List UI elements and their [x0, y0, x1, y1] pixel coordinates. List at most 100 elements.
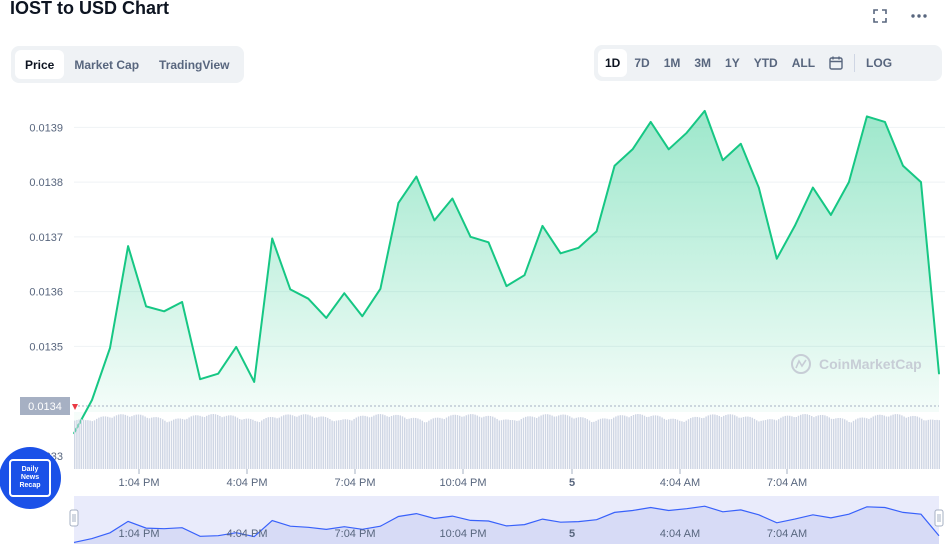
volume-bar [654, 415, 657, 469]
volume-bar [553, 416, 555, 469]
volume-bar [181, 418, 184, 469]
volume-bar [505, 419, 507, 469]
volume-bar [87, 420, 89, 469]
volume-bar [874, 415, 877, 469]
tab-price[interactable]: Price [15, 50, 65, 79]
range-1y[interactable]: 1Y [725, 56, 740, 70]
price-point [397, 202, 400, 204]
volume-bar [474, 414, 476, 469]
volume-bar [351, 420, 353, 469]
volume-bar [635, 414, 637, 469]
volume-bar [217, 414, 219, 469]
price-point [451, 197, 454, 200]
volume-bar [186, 418, 188, 469]
volume-bar [225, 415, 228, 469]
range-1d[interactable]: 1D [598, 49, 628, 77]
fullscreen-icon[interactable] [870, 6, 890, 26]
price-point [541, 225, 544, 227]
current-price-tag [20, 397, 70, 415]
more-dots-icon[interactable] [909, 6, 929, 26]
volume-bar [500, 420, 503, 469]
volume-bar [256, 421, 258, 469]
volume-bar [672, 418, 674, 469]
volume-bar [166, 422, 168, 469]
volume-bar [456, 415, 459, 469]
volume-bar [168, 421, 170, 469]
volume-bar [707, 415, 709, 469]
price-point [487, 241, 490, 244]
volume-bar [536, 417, 538, 469]
time-range-tabs: 1D 7D 1M 3M 1Y YTD ALL LOG [594, 45, 942, 81]
volume-bar [782, 416, 784, 469]
navigator-right-handle[interactable] [934, 509, 944, 527]
range-ytd[interactable]: YTD [753, 56, 778, 70]
toolbar-divider [854, 54, 856, 72]
volume-bar [835, 418, 837, 469]
price-point [866, 115, 868, 118]
volume-bar [377, 414, 379, 469]
volume-bar [705, 416, 707, 469]
range-3m[interactable]: 3M [694, 56, 712, 70]
volume-bar [621, 415, 624, 469]
price-point [902, 164, 904, 167]
volume-bar [129, 416, 131, 469]
volume-bar [789, 415, 791, 469]
volume-bar [252, 419, 254, 469]
tab-market-cap[interactable]: Market Cap [74, 57, 140, 72]
volume-bar [459, 415, 461, 469]
volume-bar [333, 421, 335, 469]
volume-bar [98, 417, 100, 469]
y-tick-label: 0.0137 [29, 232, 63, 244]
volume-bar [870, 417, 872, 469]
navigator-left-handle[interactable] [69, 509, 79, 527]
volume-bar [740, 417, 742, 469]
price-point [703, 110, 706, 112]
volume-bar [261, 420, 263, 469]
volume-bar [679, 420, 681, 469]
price-point [812, 186, 814, 189]
volume-bar [496, 418, 498, 469]
volume-bar [120, 414, 122, 469]
badge-line-1: Daily [21, 466, 39, 473]
volume-bar [329, 419, 331, 469]
volume-bar [199, 415, 201, 469]
price-point [631, 148, 634, 151]
volume-bar [527, 416, 529, 469]
volume-bar [274, 417, 276, 469]
volume-bar [918, 417, 921, 469]
volume-bar [285, 414, 287, 469]
volume-bar [775, 420, 778, 469]
volume-bar [463, 416, 465, 469]
volume-bar [153, 417, 155, 469]
volume-bar [650, 416, 652, 469]
volume-bar [177, 418, 179, 469]
volume-bar [393, 415, 395, 469]
volume-bar [846, 420, 848, 469]
log-scale-toggle[interactable]: LOG [866, 56, 893, 70]
volume-bar [265, 417, 267, 469]
volume-bar [307, 414, 309, 469]
volume-bar [703, 417, 705, 469]
volume-bar [815, 416, 817, 469]
range-all[interactable]: ALL [791, 56, 816, 70]
daily-news-recap-badge[interactable]: Daily News Recap [0, 447, 61, 509]
tab-tradingview[interactable]: TradingView [159, 57, 230, 72]
volume-bar [936, 419, 938, 469]
range-7d[interactable]: 7D [634, 56, 650, 70]
volume-bar [340, 419, 342, 469]
price-point [253, 381, 256, 383]
volume-bar [441, 418, 443, 469]
volume-bar [131, 416, 133, 469]
calendar-icon[interactable] [822, 49, 850, 77]
volume-bar [192, 415, 195, 469]
range-1m[interactable]: 1M [663, 56, 681, 70]
volume-bar [448, 416, 450, 469]
volume-bar [300, 414, 302, 469]
volume-bar [749, 416, 751, 469]
volume-bar [637, 414, 639, 469]
volume-bar [388, 416, 390, 469]
y-tick-label: 0.0138 [29, 177, 63, 189]
volume-bar [122, 414, 124, 469]
volume-bar [720, 416, 723, 469]
volume-bar [564, 414, 566, 469]
